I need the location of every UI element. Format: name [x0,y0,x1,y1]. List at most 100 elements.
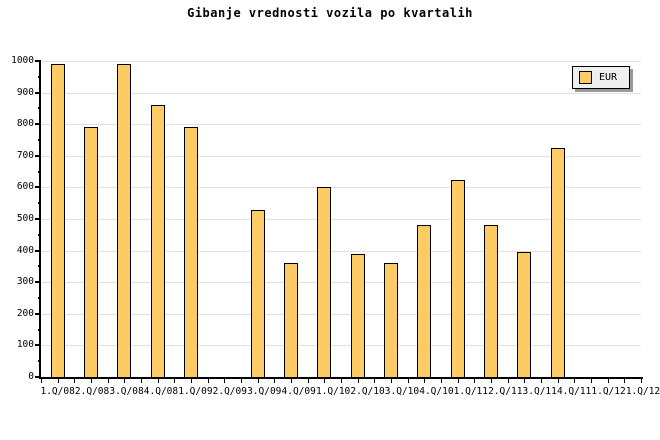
gridline [41,219,641,220]
x-axis-tick [624,379,626,383]
x-axis-tick [441,379,442,383]
y-axis-tick [38,107,41,110]
plot-area [41,61,641,377]
x-axis-tick [291,379,292,383]
legend-label: EUR [599,72,618,83]
x-axis-tick-label: 3.Q/08 [109,386,144,397]
y-axis-tick [35,218,41,220]
y-axis-tick-label: 800 [16,118,34,130]
x-axis-tick [424,379,426,383]
x-axis-tick-label: 1.Q/11 [453,386,488,397]
x-axis-tick-label: 2.Q/11 [488,386,523,397]
y-axis-tick [35,312,41,315]
x-axis-tick [457,379,459,383]
bar [117,64,132,377]
bar [84,127,98,377]
chart-title: Gibanje vrednosti vozila po kvartalih [187,6,473,20]
gridline [41,187,641,189]
bar [184,127,198,377]
y-axis-tick-label: 100 [16,339,34,351]
x-axis-tick [91,379,92,383]
y-axis-tick-label: 0 [28,371,34,382]
x-axis-tick [491,379,492,383]
y-axis-tick-label: 400 [16,244,34,256]
y-axis-tick-label: 700 [16,149,34,161]
y-axis-tick-label: 200 [16,307,34,319]
x-axis-tick-label: 2.Q/10 [350,386,385,397]
x-axis-tick-label: 2.Q/09 [212,386,247,397]
y-axis-tick [38,233,41,236]
y-axis-tick [38,170,41,173]
y-axis-tick-label: 1000 [11,55,34,66]
x-axis-tick [524,379,526,383]
x-axis-tick [191,379,192,383]
x-axis-tick [241,379,242,383]
x-axis-tick-label: 2.Q/08 [74,386,110,397]
gridline [41,61,641,62]
bar [450,179,465,377]
y-axis-tick-label: 900 [16,86,34,98]
x-axis-tick [274,379,276,383]
x-axis-tick-label: 4.Q/09 [281,386,316,397]
legend-swatch-eur [579,71,592,84]
y-axis-tick [35,344,41,347]
bar [384,263,398,377]
x-axis-tick [174,379,176,383]
x-axis-tick [107,379,109,383]
gridline [41,313,641,315]
gridline [41,282,641,284]
x-axis-tick-label: 3.Q/10 [384,386,420,397]
gridline [41,92,641,94]
x-axis-tick [74,379,76,383]
y-axis-tick [38,202,41,205]
x-axis-tick [591,379,592,383]
x-axis-tick [224,379,226,383]
x-axis-tick [574,379,576,383]
y-axis-tick [35,154,41,157]
gridline [41,155,641,157]
bar [150,105,165,377]
x-axis-line [39,377,643,379]
x-axis-tick [124,379,126,383]
gridline [41,345,641,347]
x-axis-tick [641,379,642,383]
x-axis-tick [57,379,59,383]
y-axis-tick-label: 500 [16,213,34,224]
y-axis-tick-label: 600 [16,181,34,193]
x-axis-tick-label: 3.Q/09 [247,386,282,397]
bar [517,252,532,377]
bar [484,225,498,377]
x-axis-tick [607,379,609,383]
y-axis-tick [38,75,41,78]
bar [350,253,365,377]
x-axis-tick [391,379,392,383]
bar [284,263,298,377]
x-axis-tick [257,379,259,383]
y-axis-tick [35,186,41,189]
y-axis-tick [35,376,41,378]
x-axis-tick [157,379,159,383]
x-axis-tick-label: 4.Q/10 [419,386,454,397]
y-axis-tick [35,60,41,62]
x-axis-tick [374,379,376,383]
y-axis-tick [38,139,41,141]
x-axis-tick-label: 3.Q/11 [522,386,557,397]
y-axis-tick [35,91,41,94]
x-axis-tick [41,379,42,383]
bar [50,64,65,377]
legend: EUR [572,66,630,89]
x-axis-tick-label: 1.Q/12 [625,386,660,397]
y-axis-tick [35,123,41,126]
y-axis-tick [35,249,41,252]
x-axis-tick [307,379,309,383]
y-axis-tick [38,328,41,331]
x-axis-tick [407,379,409,383]
x-axis-tick [341,379,342,383]
x-axis-tick [557,379,559,383]
y-axis-line [39,61,41,379]
x-axis-tick [474,379,476,383]
y-axis-tick [38,297,41,299]
x-axis-tick-label: 1.Q/08 [40,386,75,397]
x-axis-tick-label: 4.Q/08 [143,386,179,397]
